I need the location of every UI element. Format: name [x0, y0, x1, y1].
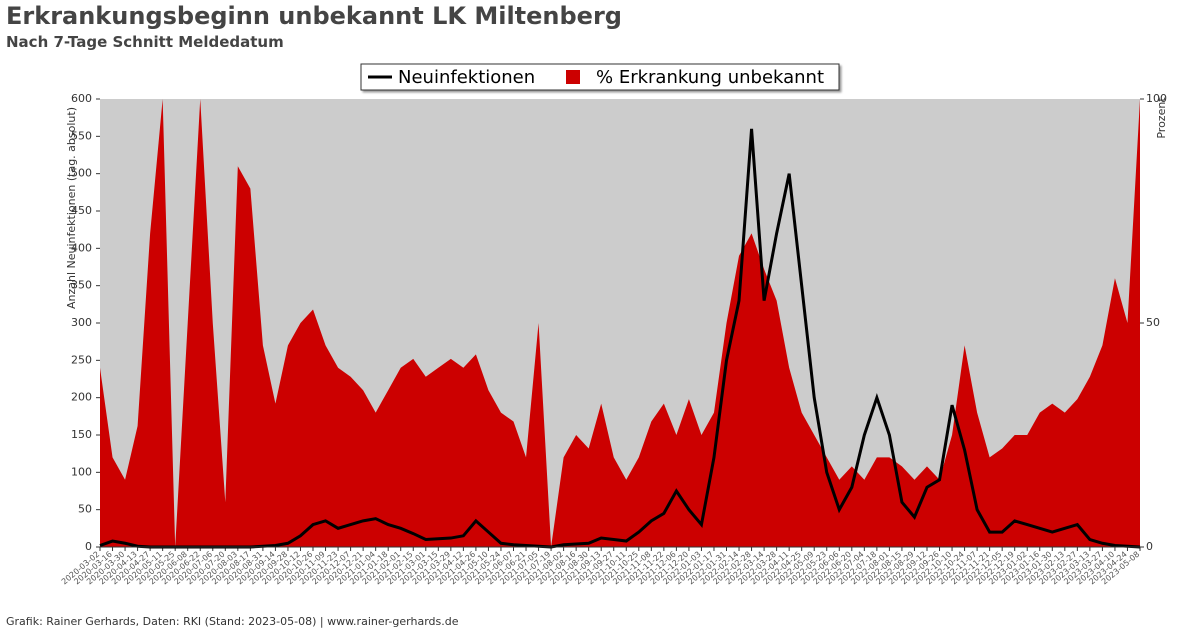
- y2-tick-label: 50: [1146, 316, 1160, 329]
- y-tick-label: 350: [71, 279, 92, 292]
- chart-title: Erkrankungsbeginn unbekannt LK Miltenber…: [6, 2, 622, 30]
- y-tick-label: 50: [78, 503, 92, 516]
- y-tick-label: 550: [71, 129, 92, 142]
- legend-swatch: [566, 70, 580, 84]
- legend: Neuinfektionen % Erkrankung unbekannt: [360, 63, 840, 91]
- percent-area: [100, 99, 1140, 547]
- y-tick-label: 400: [71, 241, 92, 254]
- y-tick-label: 450: [71, 204, 92, 217]
- footer: Grafik: Rainer Gerhards, Daten: RKI (Sta…: [6, 615, 459, 628]
- y-tick-label: 100: [71, 465, 92, 478]
- y2-tick-label: 100: [1146, 92, 1167, 105]
- y-tick-label: 300: [71, 316, 92, 329]
- legend-label: % Erkrankung unbekannt: [596, 67, 824, 88]
- y-tick-label: 0: [85, 540, 92, 553]
- chart-subtitle: Nach 7-Tage Schnitt Meldedatum: [6, 33, 284, 51]
- infections-line: [99, 128, 1141, 549]
- legend-label: Neuinfektionen: [398, 67, 535, 88]
- y-tick-label: 150: [71, 428, 92, 441]
- y-tick-label: 500: [71, 167, 92, 180]
- y2-tick-label: 0: [1146, 540, 1153, 553]
- y-tick-label: 250: [71, 353, 92, 366]
- legend-box: [360, 63, 840, 91]
- y2-axis-label: Prozent: [1155, 97, 1168, 139]
- y-axis-label: Anzahl Neuinfektionen (tag. absolut): [65, 107, 78, 309]
- y-tick-label: 600: [71, 92, 92, 105]
- y-tick-label: 200: [71, 391, 92, 404]
